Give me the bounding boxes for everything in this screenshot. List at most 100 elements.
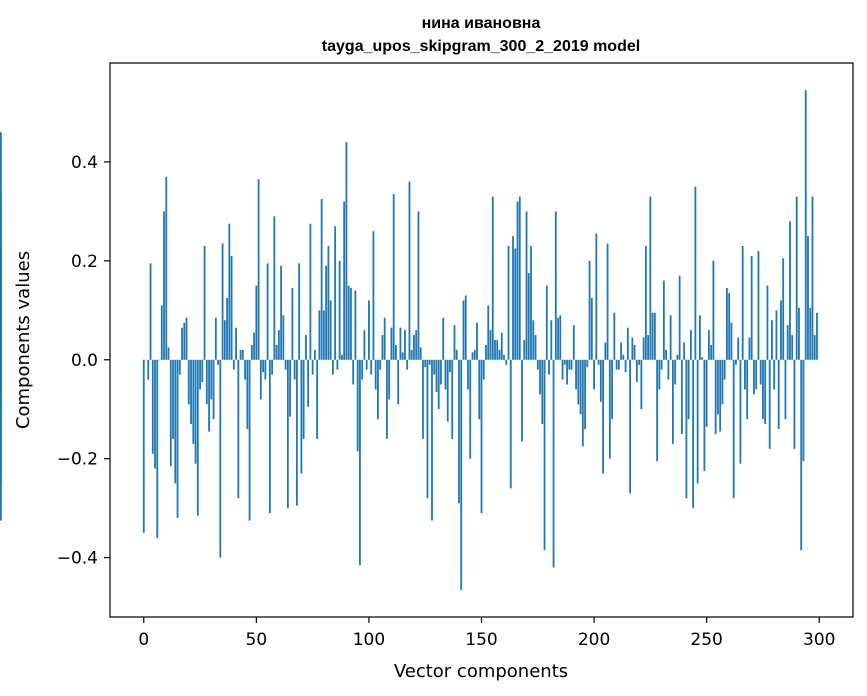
bar xyxy=(791,335,794,360)
bar xyxy=(798,307,800,360)
plot-frame xyxy=(109,62,854,618)
bar xyxy=(811,196,814,360)
bar xyxy=(428,359,431,365)
bar xyxy=(694,186,697,360)
bar xyxy=(800,359,803,551)
bar xyxy=(588,260,591,360)
bar xyxy=(320,199,323,360)
bar xyxy=(329,300,332,360)
bar xyxy=(433,359,436,375)
bar xyxy=(442,317,445,360)
bar xyxy=(507,246,510,360)
bar xyxy=(705,359,708,427)
bar xyxy=(662,280,665,360)
bar xyxy=(368,300,370,360)
bar xyxy=(608,359,611,459)
bar xyxy=(730,322,733,360)
bar xyxy=(172,359,174,439)
bar xyxy=(667,359,670,380)
bar xyxy=(746,359,749,420)
bar xyxy=(505,359,508,365)
bar xyxy=(264,359,267,380)
bar xyxy=(246,359,249,430)
bar xyxy=(701,357,704,360)
x-tick-label: 100 xyxy=(353,630,385,650)
bar xyxy=(635,359,638,383)
bar xyxy=(494,340,496,360)
bar xyxy=(649,196,652,360)
bar xyxy=(509,359,512,489)
bar xyxy=(395,344,397,360)
bar xyxy=(617,359,620,370)
bar xyxy=(577,359,580,405)
bar xyxy=(280,265,283,360)
bar xyxy=(208,359,210,432)
bar xyxy=(426,359,429,499)
bar xyxy=(590,297,593,360)
bar xyxy=(334,226,337,360)
bar xyxy=(0,243,2,360)
bar xyxy=(503,354,505,360)
bar xyxy=(557,317,559,360)
bar xyxy=(680,359,683,434)
bar xyxy=(397,359,400,405)
bar xyxy=(356,359,359,452)
bar xyxy=(228,223,231,360)
bar xyxy=(518,196,521,360)
bar xyxy=(816,312,818,360)
bar xyxy=(352,359,355,385)
y-tick-label: 0.0 xyxy=(71,351,98,371)
bar xyxy=(737,337,740,360)
bar xyxy=(422,359,424,439)
bar xyxy=(201,359,204,383)
bar xyxy=(485,344,487,360)
bar xyxy=(377,359,379,420)
bar xyxy=(327,246,330,360)
bar xyxy=(455,349,458,360)
bar xyxy=(624,359,627,373)
bar xyxy=(424,359,427,368)
bar xyxy=(399,327,402,360)
bar xyxy=(291,288,294,360)
bar xyxy=(181,327,183,360)
bar xyxy=(293,359,296,380)
x-axis-label: Vector components xyxy=(394,661,568,682)
bar xyxy=(460,359,463,590)
bar xyxy=(757,250,760,360)
bar xyxy=(151,359,154,454)
bar xyxy=(750,255,753,360)
bar xyxy=(692,359,695,509)
bar xyxy=(714,359,717,434)
bar xyxy=(516,201,519,360)
bar xyxy=(476,322,478,360)
bar xyxy=(284,359,287,370)
bar xyxy=(532,320,535,360)
bar xyxy=(275,344,278,360)
bar xyxy=(802,359,805,462)
chart-title: нина ивановна xyxy=(422,15,541,32)
bar xyxy=(235,327,237,360)
bar xyxy=(795,196,798,360)
bar xyxy=(512,236,514,360)
bar xyxy=(163,211,165,360)
bar xyxy=(347,285,350,360)
bar xyxy=(237,359,240,499)
bar xyxy=(406,359,409,370)
bar xyxy=(629,359,631,494)
x-tick-label: 0 xyxy=(138,630,149,650)
bar xyxy=(473,349,476,360)
bar xyxy=(311,359,314,375)
bar xyxy=(597,359,600,365)
bar xyxy=(611,359,613,420)
bar xyxy=(581,359,584,447)
bar xyxy=(451,359,454,439)
bar xyxy=(604,342,607,360)
bar xyxy=(699,315,701,360)
bar xyxy=(210,359,213,400)
bar xyxy=(221,243,224,360)
bar xyxy=(169,359,172,467)
bar xyxy=(550,320,553,360)
bar xyxy=(561,359,564,380)
bar xyxy=(259,359,262,400)
bar xyxy=(282,315,285,360)
